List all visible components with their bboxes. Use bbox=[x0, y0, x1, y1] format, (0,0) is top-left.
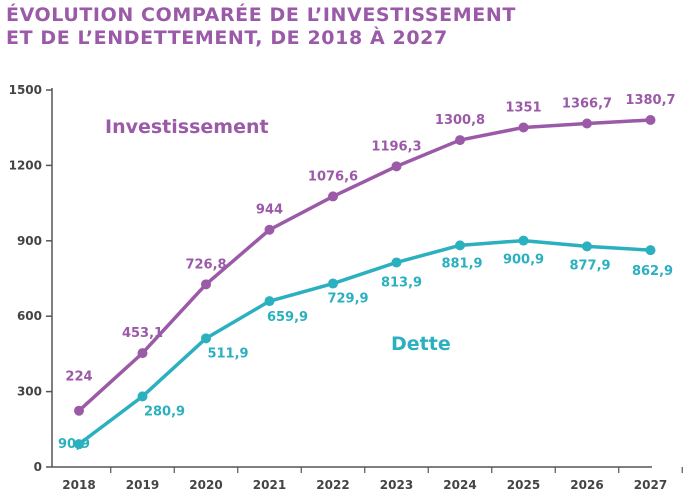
data-label: 1351 bbox=[505, 100, 541, 115]
data-label: 944 bbox=[256, 203, 283, 218]
data-point bbox=[74, 439, 84, 450]
data-point bbox=[391, 161, 402, 172]
data-label: 729,9 bbox=[327, 292, 368, 307]
x-tick-label: 2027 bbox=[634, 478, 667, 492]
data-point bbox=[455, 135, 465, 146]
data-point bbox=[518, 235, 529, 246]
chart-title: ÉVOLUTION COMPARÉE DE L’INVESTISSEMENT E… bbox=[6, 4, 686, 50]
data-label: 813,9 bbox=[381, 275, 422, 290]
data-point bbox=[582, 118, 592, 129]
y-tick-label: 1500 bbox=[9, 83, 42, 97]
series-label-investissement: Investissement bbox=[105, 116, 269, 138]
y-tick-label: 300 bbox=[17, 385, 42, 399]
data-point bbox=[645, 245, 656, 256]
y-tick-label: 600 bbox=[17, 309, 42, 323]
data-label: 1366,7 bbox=[562, 97, 612, 112]
data-label: 1196,3 bbox=[371, 139, 421, 154]
data-point bbox=[328, 191, 338, 202]
data-label: 900,9 bbox=[503, 253, 544, 268]
data-label: 877,9 bbox=[569, 258, 610, 273]
y-tick-label: 1200 bbox=[9, 158, 42, 172]
x-tick-label: 2023 bbox=[380, 478, 413, 492]
data-point bbox=[201, 333, 211, 344]
data-label: 1380,7 bbox=[625, 93, 675, 108]
x-tick-label: 2019 bbox=[126, 478, 159, 492]
data-point bbox=[518, 122, 529, 133]
data-point bbox=[137, 348, 148, 359]
x-tick-label: 2024 bbox=[443, 478, 476, 492]
data-label: 659,9 bbox=[267, 310, 308, 325]
y-tick-label: 900 bbox=[17, 234, 42, 248]
series-label-dette: Dette bbox=[391, 333, 451, 355]
x-tick-label: 2021 bbox=[253, 478, 286, 492]
data-point bbox=[74, 405, 84, 416]
y-tick-label: 0 bbox=[34, 460, 42, 474]
data-label: 280,9 bbox=[144, 404, 185, 419]
x-tick-label: 2022 bbox=[316, 478, 349, 492]
data-label: 224 bbox=[65, 370, 92, 385]
data-label: 726,8 bbox=[185, 257, 226, 272]
data-point bbox=[201, 279, 211, 290]
data-label: 862,9 bbox=[632, 264, 673, 279]
data-point bbox=[455, 240, 465, 251]
x-tick-label: 2020 bbox=[189, 478, 222, 492]
data-point bbox=[264, 224, 275, 235]
data-point bbox=[582, 241, 592, 252]
data-label: 511,9 bbox=[207, 346, 248, 361]
chart-title-line-2: ET DE L’ENDETTEMENT, DE 2018 À 2027 bbox=[6, 27, 448, 49]
data-point bbox=[137, 391, 148, 402]
series-line-dette bbox=[77, 238, 651, 446]
x-tick-label: 2018 bbox=[62, 478, 95, 492]
data-label: 90,9 bbox=[58, 437, 90, 452]
chart-title-line-1: ÉVOLUTION COMPARÉE DE L’INVESTISSEMENT bbox=[6, 4, 516, 26]
x-tick-label: 2025 bbox=[507, 478, 540, 492]
series-line-investissement bbox=[77, 118, 651, 412]
data-label: 1300,8 bbox=[435, 113, 485, 128]
data-label: 1076,6 bbox=[308, 169, 358, 184]
data-point bbox=[328, 278, 338, 289]
x-tick-label: 2026 bbox=[570, 478, 603, 492]
data-point bbox=[391, 257, 402, 268]
data-point bbox=[264, 296, 275, 307]
data-point bbox=[645, 114, 656, 125]
data-label: 881,9 bbox=[441, 256, 482, 271]
data-label: 453,1 bbox=[122, 326, 163, 341]
